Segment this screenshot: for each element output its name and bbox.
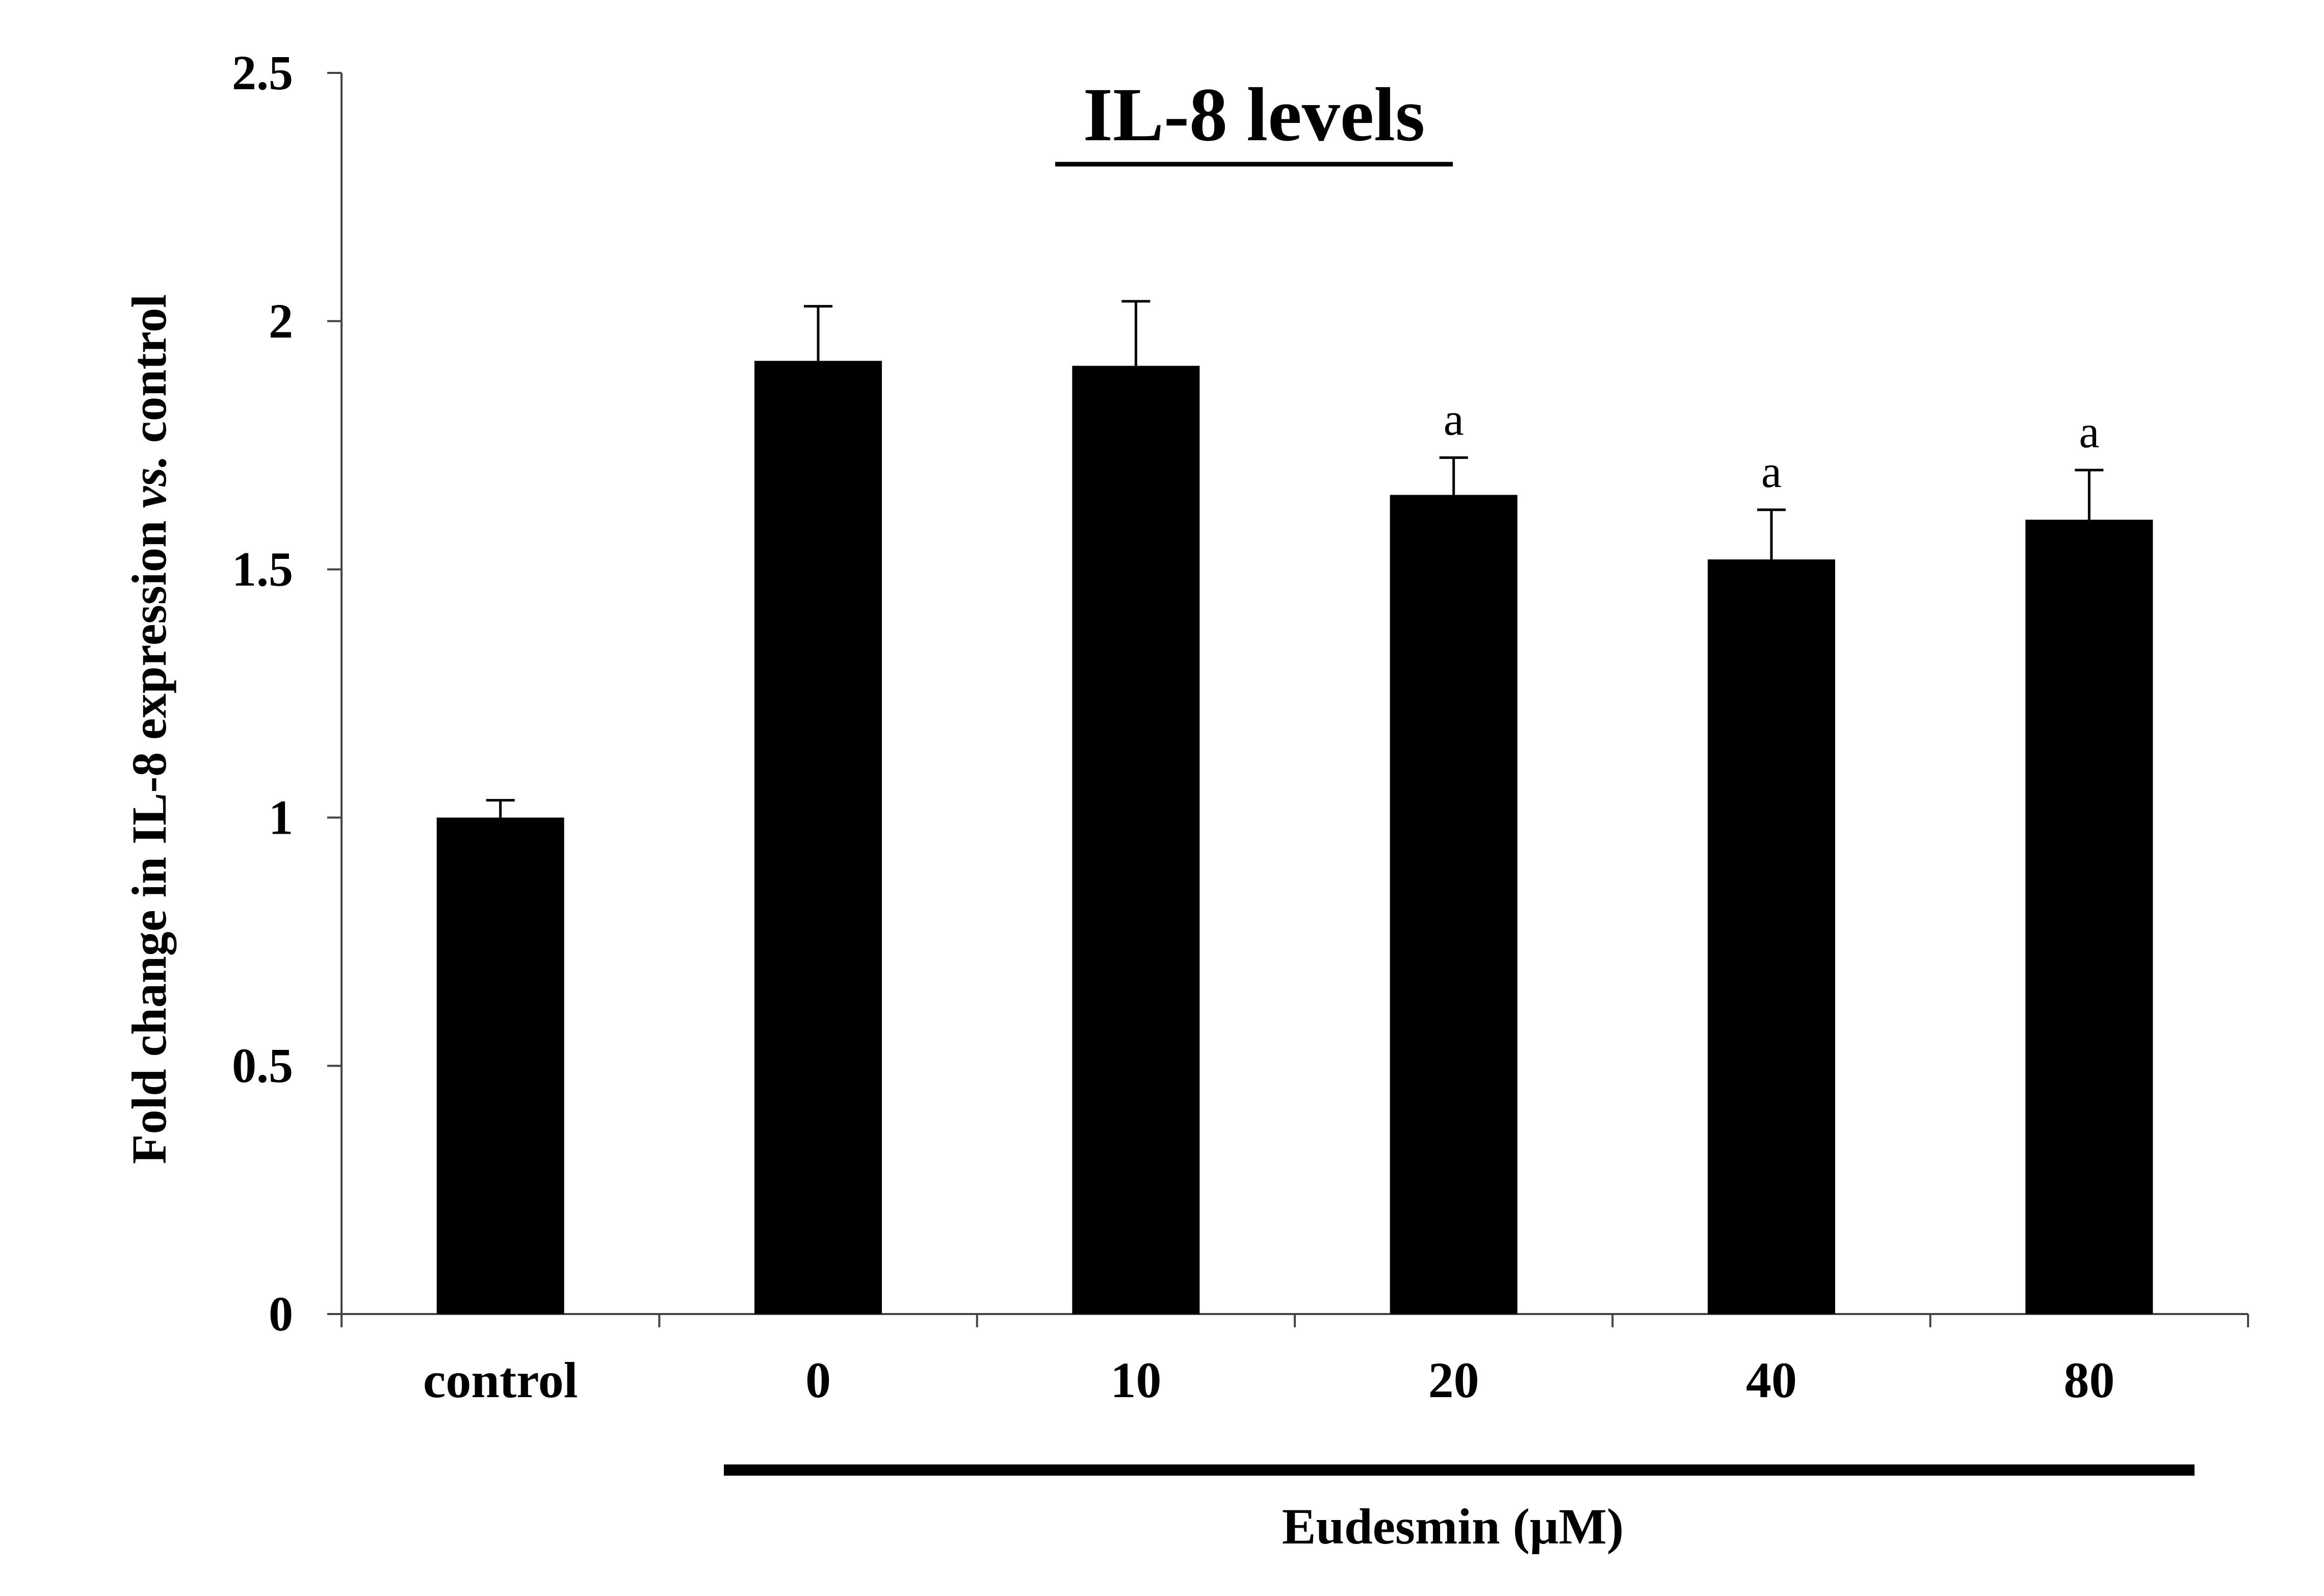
y-tick-label: 1.5 [232, 542, 293, 597]
bar [1072, 366, 1200, 1314]
chart-title: IL-8 levels [1083, 72, 1425, 157]
bar [1390, 495, 1518, 1314]
x-tick-label: 10 [1110, 1352, 1161, 1408]
y-axis: 0 0.5 1 1.5 2 2.5 [232, 45, 343, 1341]
y-tick-label: 0.5 [232, 1038, 293, 1093]
bar [436, 817, 564, 1314]
y-tick-label: 2 [269, 294, 293, 348]
x-tick-label: control [423, 1352, 578, 1408]
significance-label: a [1761, 447, 1782, 497]
y-tick-label: 2.5 [232, 45, 293, 100]
x-tick-label: 40 [1746, 1352, 1797, 1408]
y-axis-label-part: Fold change in IL-8 expression [122, 508, 176, 1164]
x-tick-label: 80 [2064, 1352, 2114, 1408]
y-axis-label-part: control [122, 294, 176, 455]
x-axis: control 0 10 20 40 80 [341, 1313, 2249, 1408]
bar [754, 361, 882, 1314]
significance-label: a [2079, 407, 2099, 457]
significance-label: a [1444, 395, 1464, 445]
x-axis-label: Eudesmin (μM) [1282, 1498, 1624, 1555]
x-tick-label: 20 [1428, 1352, 1479, 1408]
y-tick-label: 1 [269, 790, 293, 844]
y-tick-label: 0 [269, 1286, 293, 1341]
bar [1708, 559, 1835, 1314]
bar-series: a a a [436, 300, 2153, 1314]
x-tick-label: 0 [805, 1352, 831, 1408]
bar [2025, 520, 2153, 1314]
y-axis-label-part: vs. [122, 455, 176, 508]
y-axis-label: Fold change in IL-8 expression vs. contr… [122, 294, 176, 1164]
